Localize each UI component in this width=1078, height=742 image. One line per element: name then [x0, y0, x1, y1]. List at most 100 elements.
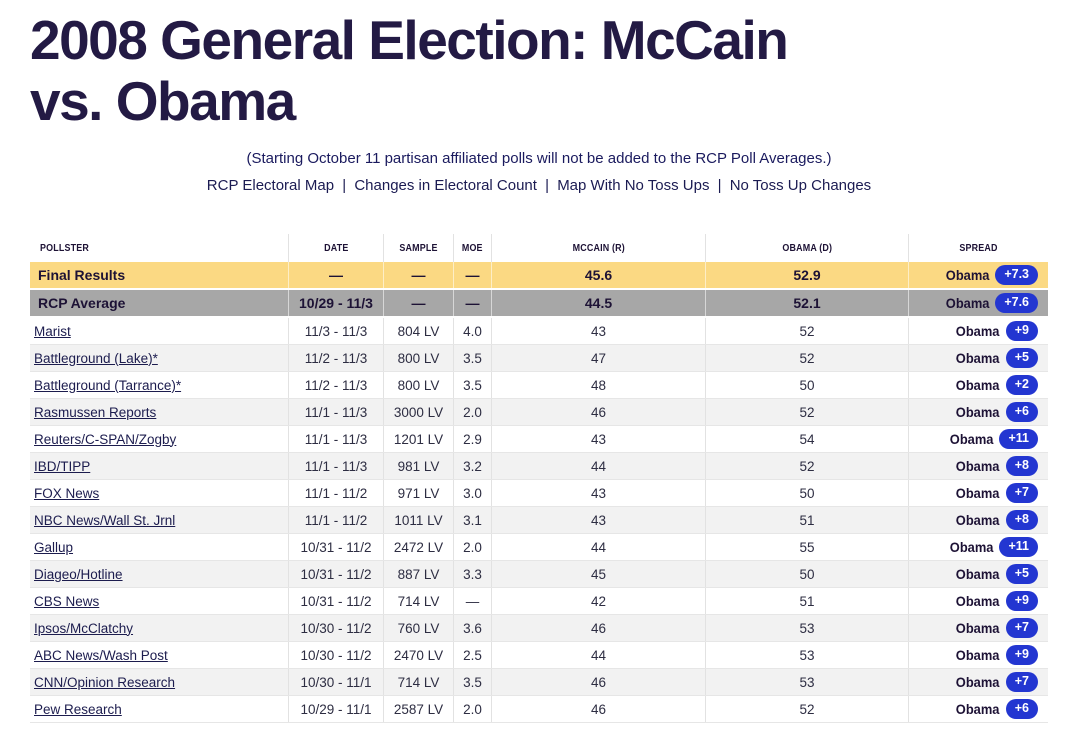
pollster-link[interactable]: Reuters/C-SPAN/Zogby [34, 431, 177, 447]
pollster-link[interactable]: FOX News [34, 485, 100, 501]
link-separator: | [545, 177, 550, 194]
moe-cell: 2.9 [454, 426, 492, 452]
pollster-cell: Pew Research [30, 696, 289, 722]
date-cell: — [289, 262, 384, 288]
pollster-cell: Marist [30, 318, 289, 344]
link-changes-in-electoral-count[interactable]: Changes in Electoral Count [354, 177, 537, 194]
sample-cell: 1201 LV [384, 426, 454, 452]
column-header-sample: SAMPLE [384, 234, 454, 262]
table-row: Rasmussen Reports 11/1 - 11/3 3000 LV 2.0 46… [30, 399, 1048, 426]
spread-winner-label: Obama [945, 267, 990, 283]
spread-winner-label: Obama [956, 701, 1000, 717]
spread-winner-label: Obama [956, 377, 1000, 393]
obama-value-cell: 52 [706, 345, 909, 371]
spread-value-badge: +7 [1005, 618, 1038, 638]
moe-cell: 2.5 [454, 642, 492, 668]
sample-cell: 760 LV [384, 615, 454, 641]
table-row: Battleground (Tarrance)* 11/2 - 11/3 800 L… [30, 372, 1048, 399]
date-cell: 10/31 - 11/2 [289, 534, 384, 560]
spread-value-badge: +8 [1005, 456, 1038, 476]
table-row: CNN/Opinion Research 10/30 - 11/1 714 LV 3.… [30, 669, 1048, 696]
pollster-link[interactable]: NBC News/Wall St. Jrnl [34, 512, 176, 528]
spread-value-badge: +9 [1005, 321, 1038, 341]
spread-winner-label: Obama [956, 350, 1000, 366]
spread-winner-label: Obama [956, 512, 1000, 528]
pollster-link[interactable]: Marist [34, 323, 71, 339]
spread-value-badge: +8 [1005, 510, 1038, 530]
pollster-link[interactable]: Gallup [34, 539, 74, 555]
table-row: Final Results — — —45.6 52.9 Obama +7.3 [30, 262, 1048, 290]
spread-cell: Obama +7 [909, 615, 1048, 641]
moe-cell: 2.0 [454, 399, 492, 425]
table-row: Battleground (Lake)* 11/2 - 11/3 800 LV 3.5… [30, 345, 1048, 372]
pollster-link[interactable]: IBD/TIPP [34, 458, 91, 474]
sample-cell: 981 LV [384, 453, 454, 479]
table-row: ABC News/Wash Post 10/30 - 11/2 2470 LV 2.5… [30, 642, 1048, 669]
sample-cell: 804 LV [384, 318, 454, 344]
pollster-link[interactable]: Rasmussen Reports [34, 404, 157, 420]
spread-value-badge: +11 [999, 537, 1038, 557]
partisan-polls-note: (Starting October 11 partisan affiliated… [246, 150, 832, 167]
mccain-value-cell: 46 [492, 696, 706, 722]
mccain-value-cell: 43 [492, 507, 706, 533]
moe-cell: 3.2 [454, 453, 492, 479]
pollster-link[interactable]: Diageo/Hotline [34, 566, 123, 582]
moe-cell: 3.0 [454, 480, 492, 506]
pollster-link[interactable]: CBS News [34, 593, 100, 609]
obama-value-cell: 54 [706, 426, 909, 452]
pollster-link[interactable]: CNN/Opinion Research [34, 674, 176, 690]
mccain-value-cell: 43 [492, 426, 706, 452]
sample-cell: 1011 LV [384, 507, 454, 533]
table-row: Pew Research 10/29 - 11/1 2587 LV 2.0 46 52 Ob… [30, 696, 1048, 723]
link-rcp-electoral-map[interactable]: RCP Electoral Map [206, 177, 335, 194]
obama-value-cell: 52 [706, 318, 909, 344]
obama-value-cell: 51 [706, 507, 909, 533]
pollster-link[interactable]: ABC News/Wash Post [34, 647, 168, 663]
spread-winner-label: Obama [945, 295, 990, 311]
mccain-value-cell: 44 [492, 534, 706, 560]
page-title: 2008 General Election: McCain vs. Obama [30, 10, 789, 131]
pollster-cell: Reuters/C-SPAN/Zogby [30, 426, 289, 452]
spread-cell: Obama +6 [909, 696, 1048, 722]
spread-cell: Obama +7 [909, 480, 1048, 506]
pollster-link[interactable]: Battleground (Lake)* [34, 350, 158, 366]
link-separator: | [717, 177, 722, 194]
column-header-spread: SPREAD [959, 242, 998, 254]
pollster-cell: Ipsos/McClatchy [30, 615, 289, 641]
pollster-link[interactable]: Ipsos/McClatchy [34, 620, 134, 636]
mccain-value-cell: 46 [492, 399, 706, 425]
pollster-link[interactable]: Battleground (Tarrance)* [34, 377, 182, 393]
date-cell: 11/1 - 11/3 [289, 453, 384, 479]
sample-cell: 971 LV [384, 480, 454, 506]
spread-cell: Obama +11 [909, 426, 1048, 452]
spread-cell: Obama +2 [909, 372, 1048, 398]
polls-table: POLLSTER DATE SAMPLE MOE MCCAIN (R) OBAM… [30, 234, 1048, 723]
moe-cell: 2.0 [454, 696, 492, 722]
pollster-cell: CBS News [30, 588, 289, 614]
mccain-value-cell: 43 [492, 318, 706, 344]
obama-value-cell: 52.9 [706, 262, 909, 288]
column-header-obama: OBAMA (D) [706, 234, 909, 262]
spread-cell: Obama +5 [909, 561, 1048, 587]
date-cell: 10/29 - 11/1 [289, 696, 384, 722]
date-cell: 10/31 - 11/2 [289, 561, 384, 587]
mccain-value-cell: 46 [492, 669, 706, 695]
spread-value-badge: +5 [1005, 348, 1038, 368]
moe-cell: 4.0 [454, 318, 492, 344]
pollster-cell: CNN/Opinion Research [30, 669, 289, 695]
obama-value-cell: 53 [706, 642, 909, 668]
sample-cell: 3000 LV [384, 399, 454, 425]
link-map-no-toss-ups[interactable]: Map With No Toss Ups [557, 177, 710, 194]
spread-cell: Obama +8 [909, 453, 1048, 479]
date-cell: 10/29 - 11/3 [289, 290, 384, 316]
link-no-toss-up-changes[interactable]: No Toss Up Changes [729, 177, 872, 194]
column-header-moe: MOE [454, 234, 492, 262]
column-header-pollster: POLLSTER [30, 234, 289, 262]
obama-value-cell: 52 [706, 696, 909, 722]
pollster-cell: Final Results [30, 262, 289, 288]
table-row: Reuters/C-SPAN/Zogby 11/1 - 11/3 1201 LV 2.… [30, 426, 1048, 453]
moe-cell: 3.1 [454, 507, 492, 533]
mccain-value-cell: 48 [492, 372, 706, 398]
pollster-link[interactable]: Pew Research [34, 701, 122, 717]
obama-value-cell: 50 [706, 372, 909, 398]
